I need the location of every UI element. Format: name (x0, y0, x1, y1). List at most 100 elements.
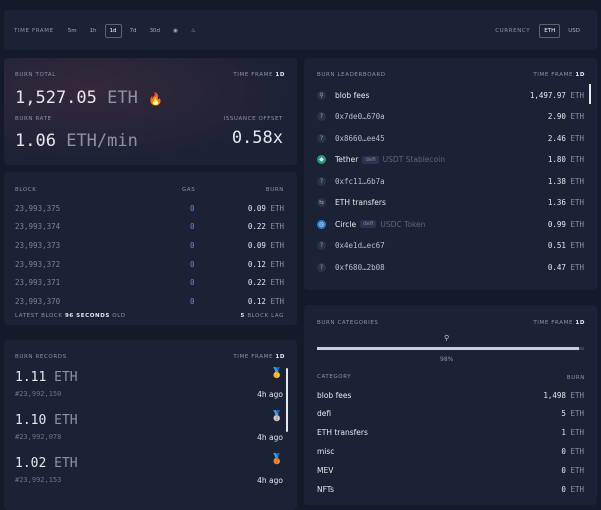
since-burn-icon[interactable]: ♨ (190, 28, 196, 34)
block-number[interactable]: 23,993,372 (15, 259, 61, 269)
issuance-offset-value: 0.58x (231, 128, 283, 148)
record-block[interactable]: #23,992,150 (15, 390, 62, 398)
leaderboard-item[interactable]: ◎ Circle defi USDC Token 0.99 ETH (304, 218, 597, 230)
block-number[interactable]: 23,993,373 (15, 240, 61, 250)
blob-icon: ⚲ (317, 90, 326, 100)
block-row[interactable]: 23,993,373 0 0.09 ETH (4, 240, 297, 250)
category-burn: 1,498 ETH (543, 390, 584, 400)
leaderboard-item[interactable]: ? 0x7de0…670a 2.90 ETH (304, 111, 597, 123)
question-icon: ? (317, 262, 326, 272)
block-row[interactable]: 23,993,374 0 0.22 ETH (4, 222, 297, 232)
category-burn: 1 ETH (561, 428, 584, 438)
entity-name[interactable]: 0xfc11…6b7a (335, 176, 385, 186)
categories-label: BURN CATEGORIES (317, 320, 379, 326)
medal-icon: 🥇 (270, 368, 283, 379)
category-tag: defi (362, 155, 379, 164)
leaderboard-item[interactable]: ◆ Tether defi USDT Stablecoin 1.80 ETH (304, 154, 597, 166)
timeframe-indicator: TIME FRAME 1d (233, 354, 285, 360)
gas-value: 0 (190, 240, 195, 250)
record-value: 1.02 ETH (15, 456, 78, 471)
record-block[interactable]: #23,992,078 (15, 433, 62, 441)
timeframe-indicator: TIME FRAME 1d (533, 320, 585, 326)
entity-name[interactable]: Circle (335, 219, 357, 229)
leaderboard-item[interactable]: ? 0xfc11…6b7a 1.38 ETH (304, 175, 597, 187)
record-value: 1.11 ETH (15, 370, 78, 385)
category-bar-fill (317, 347, 579, 350)
entity-burn: 2.46 ETH (547, 133, 584, 143)
leaderboard-item[interactable]: ⚲ blob fees 1,497.97 ETH (304, 89, 597, 101)
since-merge-icon[interactable]: ◉ (173, 28, 178, 34)
timeframe-7d[interactable]: 7d (129, 28, 137, 34)
category-burn: 0 ETH (561, 465, 584, 475)
category-bar (317, 347, 584, 350)
category-row[interactable]: blob fees 1,498 ETH (304, 390, 597, 400)
block-number[interactable]: 23,993,370 (15, 297, 61, 306)
timeframe-30d[interactable]: 30d (149, 28, 161, 34)
entity-name[interactable]: 0x4e1d…ec67 (335, 241, 385, 250)
currency-selector: CURRENCY ETH USD (495, 24, 585, 38)
leaderboard-label: BURN LEADERBOARD (317, 72, 386, 78)
entity-name[interactable]: ETH transfers (335, 198, 386, 207)
leaderboard-item[interactable]: ? 0xf680…2b08 0.47 ETH (304, 261, 597, 273)
block-row[interactable]: 23,993,375 0 0.09 ETH (4, 203, 297, 213)
category-row[interactable]: NFTs 0 ETH (304, 484, 597, 494)
burn-record[interactable]: 1.02 ETH #23,992,153 🥉 4h ago (4, 454, 297, 494)
gas-value: 0 (190, 203, 195, 213)
block-number[interactable]: 23,993,374 (15, 222, 61, 232)
entity-name[interactable]: Tether (335, 155, 359, 164)
gas-value: 0 (190, 222, 195, 232)
entity-desc: USDT Stablecoin (382, 155, 445, 164)
category-burn: 0 ETH (561, 446, 584, 456)
burn-value: 0.12 ETH (247, 297, 284, 306)
record-block[interactable]: #23,992,153 (15, 476, 62, 484)
entity-name[interactable]: 0xf680…2b08 (335, 262, 385, 272)
category-row[interactable]: misc 0 ETH (304, 446, 597, 456)
burn-record[interactable]: 1.10 ETH #23,992,078 🥈 4h ago (4, 411, 297, 451)
entity-burn: 0.51 ETH (547, 241, 584, 250)
burn-rate-value: 1.06 ETH/min (15, 131, 138, 151)
col-category: CATEGORY (317, 374, 352, 380)
timeframe-5m[interactable]: 5m (67, 28, 77, 34)
scrollbar[interactable] (286, 368, 288, 432)
block-row[interactable]: 23,993,372 0 0.12 ETH (4, 259, 297, 269)
entity-name[interactable]: 0x7de0…670a (335, 112, 385, 121)
question-icon: ? (317, 241, 326, 250)
block-row[interactable]: 23,993,371 0 0.22 ETH (4, 278, 297, 288)
block-number[interactable]: 23,993,375 (15, 203, 61, 213)
latest-block-footer: LATEST BLOCK 96 SECONDS OLD (15, 313, 126, 319)
entity-name[interactable]: blob fees (335, 90, 370, 100)
col-block: BLOCK (15, 187, 37, 193)
leaderboard-panel: BURN LEADERBOARD TIME FRAME 1d ⚲ blob fe… (304, 58, 597, 290)
entity-desc: USDC Token (380, 219, 426, 229)
entity-name[interactable]: 0x8660…ee45 (335, 133, 385, 143)
block-row[interactable]: 23,993,370 0 0.12 ETH (4, 297, 297, 307)
currency-eth[interactable]: ETH (539, 24, 561, 38)
question-icon: ? (317, 112, 326, 121)
record-age: 4h ago (257, 390, 283, 399)
burn-record[interactable]: 1.11 ETH #23,992,150 🥇 4h ago (4, 368, 297, 408)
category-burn: 5 ETH (561, 409, 584, 419)
entity-burn: 0.47 ETH (547, 262, 584, 272)
entity-burn: 1,497.97 ETH (529, 90, 584, 100)
currency-label: CURRENCY (495, 28, 531, 34)
top-bar: TIME FRAME 5m 1h 1d 7d 30d ◉ ♨ CURRENCY … (4, 10, 597, 50)
leaderboard-item[interactable]: ? 0x4e1d…ec67 0.51 ETH (304, 240, 597, 252)
timeframe-1d[interactable]: 1d (104, 24, 122, 38)
category-row[interactable]: ETH transfers 1 ETH (304, 428, 597, 438)
fire-icon: 🔥 (148, 92, 164, 106)
leaderboard-item[interactable]: ? 0x8660…ee45 2.46 ETH (304, 132, 597, 144)
category-name: defi (317, 409, 332, 419)
burn-value: 0.22 ETH (247, 278, 284, 288)
timeframe-indicator: TIME FRAME 1d (533, 72, 585, 78)
gas-value: 0 (190, 297, 195, 306)
leaderboard-item[interactable]: ⇆ ETH transfers 1.36 ETH (304, 197, 597, 209)
burn-total-label: BURN TOTAL (15, 72, 56, 78)
timeframe-1h[interactable]: 1h (89, 28, 97, 34)
currency-usd[interactable]: USD (568, 28, 580, 34)
entity-burn: 1.38 ETH (547, 176, 584, 186)
blocks-panel: BLOCK GAS BURN LATEST BLOCK 96 SECONDS O… (4, 172, 297, 325)
scrollbar[interactable] (589, 84, 591, 104)
category-row[interactable]: defi 5 ETH (304, 409, 597, 419)
block-number[interactable]: 23,993,371 (15, 278, 61, 288)
category-row[interactable]: MEV 0 ETH (304, 465, 597, 475)
